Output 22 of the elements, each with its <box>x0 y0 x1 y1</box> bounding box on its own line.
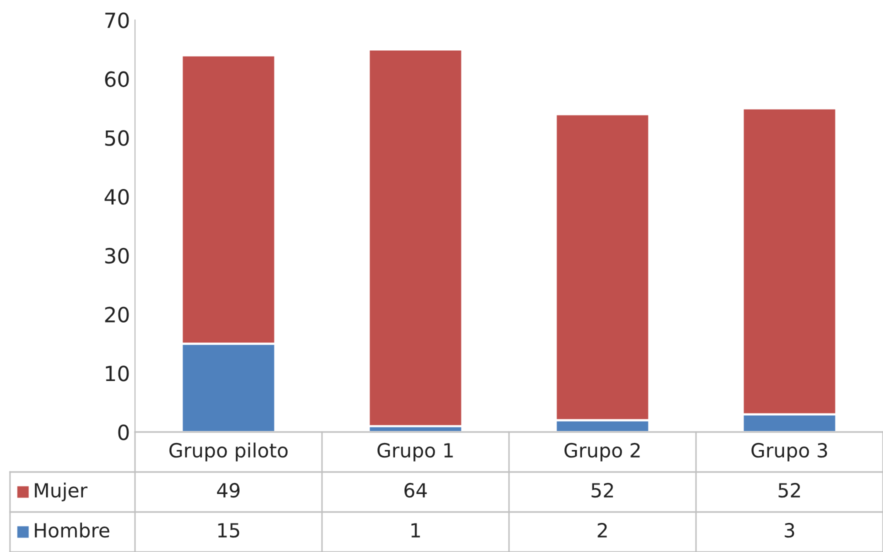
x-tick-label: Grupo 1 <box>378 442 453 462</box>
y-tick-label: 70 <box>105 12 129 28</box>
data-label: 1 <box>411 523 420 538</box>
y-tick-label: 60 <box>105 71 129 88</box>
data-label: 49 <box>217 482 240 498</box>
data-label: 64 <box>404 482 427 498</box>
y-tick-label: 30 <box>105 248 129 264</box>
y-tick-label: 40 <box>104 189 129 205</box>
x-tick-label: Grupo 2 <box>564 442 640 462</box>
legend-label: Mujer <box>34 482 88 502</box>
y-tick-label: 20 <box>105 306 129 322</box>
y-tick-label: 50 <box>105 130 129 146</box>
data-label: 3 <box>784 522 794 538</box>
y-tick-label: 0 <box>118 424 129 440</box>
data-label: 52 <box>778 482 800 498</box>
data-label: 52 <box>592 482 613 498</box>
data-label: 2 <box>598 522 607 538</box>
y-tick-label: 10 <box>106 366 129 382</box>
x-tick-label: Grupo 3 <box>752 442 828 462</box>
x-tick-label: Grupo piloto <box>169 442 288 462</box>
legend-label: Hombre <box>34 522 110 538</box>
data-label: 15 <box>218 523 240 538</box>
